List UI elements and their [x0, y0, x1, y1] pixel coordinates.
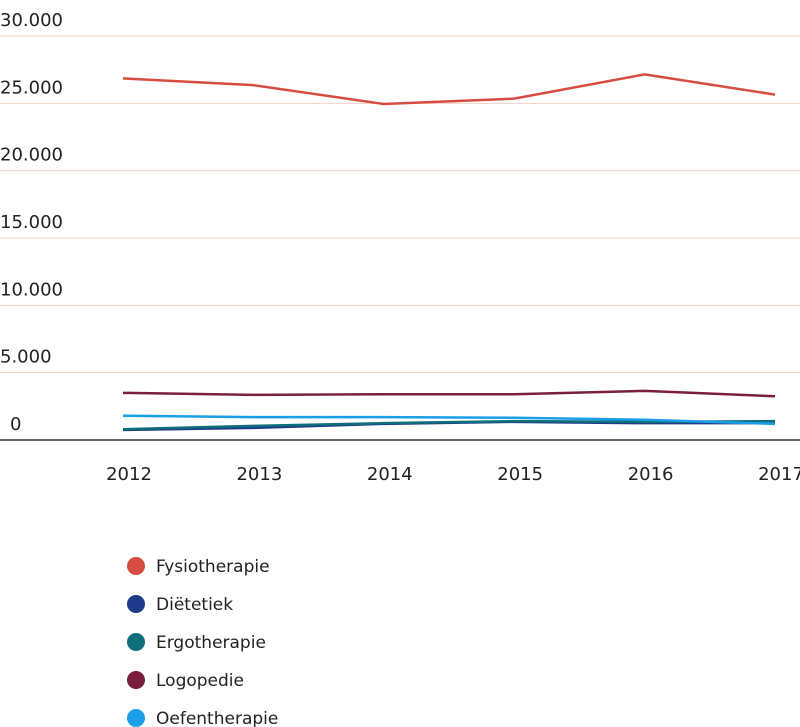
y-tick-label: 20.000 [0, 145, 63, 166]
series-line [122, 73, 776, 106]
x-tick-label: 2014 [367, 464, 413, 485]
y-tick-label: 30.000 [0, 10, 63, 31]
series-line [122, 389, 776, 398]
x-tick-label: 2017 [758, 464, 800, 485]
legend-marker [127, 633, 145, 651]
y-tick-label: 10.000 [0, 279, 63, 300]
legend-label: Ergotherapie [156, 633, 266, 653]
x-tick-label: 2015 [497, 464, 543, 485]
x-tick-label: 2013 [236, 464, 282, 485]
series-line [122, 414, 776, 426]
y-tick-label: 25.000 [0, 77, 63, 98]
legend-label: Diëtetiek [156, 595, 233, 615]
legend-label: Logopedie [156, 671, 244, 691]
y-tick-label: 5.000 [0, 347, 52, 368]
x-tick-label: 2016 [628, 464, 674, 485]
x-tick-label: 2012 [106, 464, 152, 485]
legend-marker [127, 595, 145, 613]
legend-label: Fysiotherapie [156, 557, 270, 577]
legend-marker [127, 709, 145, 727]
legend-label: Oefentherapie [156, 709, 278, 727]
legend-marker [127, 557, 145, 575]
y-tick-label: 0 [10, 414, 21, 435]
legend-marker [127, 671, 145, 689]
y-tick-label: 15.000 [0, 212, 63, 233]
